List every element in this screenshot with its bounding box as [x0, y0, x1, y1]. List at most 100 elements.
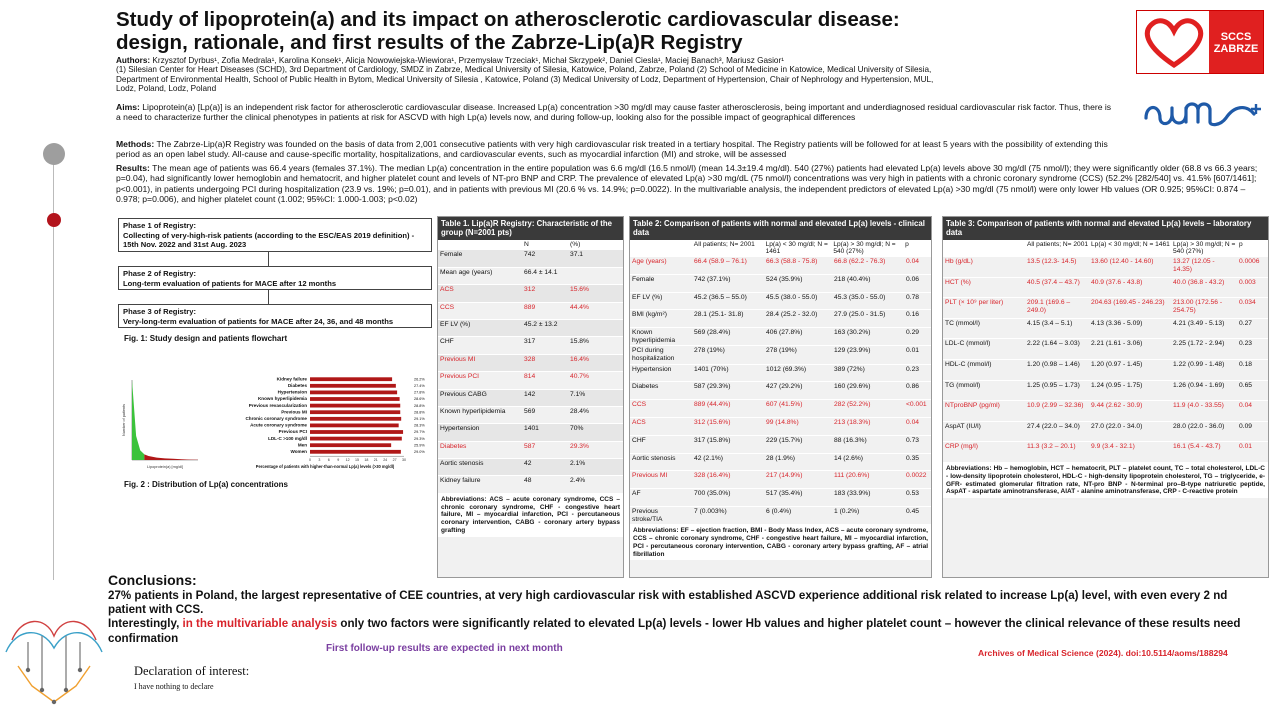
conclusions-p2-end: only two factors were significantly rela… — [108, 617, 1241, 645]
table-cell: AspAT (IU/l) — [945, 422, 981, 430]
table-cell: PCI during hospitalization — [632, 347, 675, 362]
table-cell: BMI (kg/m²) — [632, 311, 667, 319]
table-cell: 217 (14.9%) — [766, 472, 803, 480]
affiliations: (1) Silesian Center for Heart Diseases (… — [116, 65, 934, 94]
table-row: Known hyperlipidemia 569 (28.4%) 406 (27.8… — [630, 328, 931, 347]
table-row: Age (years) 66.4 (58.9 – 76.1) 66.3 (58.8 … — [630, 257, 931, 275]
table-cell: ACS — [632, 418, 646, 426]
fig2-charts: Lipoprotein(a) [mg/dl] Number of patients… — [122, 376, 425, 469]
phase-1-box: Phase 1 of Registry: Collecting of very-… — [118, 218, 432, 252]
table-cell: EF LV (%) — [632, 293, 663, 301]
bar-category-label: Men — [298, 442, 307, 447]
table-2-col-2: Lp(a) < 30 mg/dl; N = 1461 — [765, 240, 828, 256]
table-3-header: All patients; N= 2001 Lp(a) < 30 mg/dl; … — [943, 239, 1268, 257]
table-cell: 6 (0.4%) — [766, 507, 792, 515]
table-cell: 40.7% — [570, 373, 589, 381]
arrow-2 — [268, 290, 269, 304]
hist-y-label: Number of patients — [122, 404, 126, 436]
table-cell: HCT (%) — [945, 278, 971, 286]
fig1-caption: Fig. 1: Study design and patients flowch… — [124, 334, 288, 343]
citation: Archives of Medical Science (2024). doi:… — [978, 648, 1228, 658]
table-cell: 0.78 — [906, 293, 920, 301]
table-1: Table 1. Lip(a)R Registry: Characteristi… — [437, 216, 624, 578]
table-cell: Previous CABG — [440, 390, 487, 398]
bar-9 — [310, 430, 404, 434]
conclusions-p2-start: Interestingly, — [108, 617, 183, 631]
table-cell: 66.8 (62.2 - 76.3) — [834, 258, 886, 265]
table-cell: 282 (52.2%) — [834, 401, 871, 409]
table-2-body: Age (years) 66.4 (58.9 – 76.1) 66.3 (58.8 … — [630, 257, 931, 526]
table-cell: 14 (2.6%) — [834, 454, 863, 462]
table-cell: 2.1% — [570, 460, 586, 468]
table-cell: CCS — [440, 303, 455, 311]
bar-12 — [310, 449, 401, 454]
hist-area-normal — [132, 380, 145, 460]
table-cell: 70% — [570, 425, 584, 433]
table-cell: 569 (28.4%) — [694, 329, 731, 337]
table-cell: 66.4 ± 14.1 — [524, 268, 558, 276]
table-cell: 29.3% — [570, 442, 589, 450]
table-cell: Female — [632, 275, 655, 283]
table-cell: 4.15 (3.4 – 5.1) — [1027, 319, 1073, 327]
results-label: Results: — [116, 163, 150, 173]
table-cell: 1.20 (0.97 - 1.45) — [1091, 360, 1143, 368]
hist-x-label: Lipoprotein(a) [mg/dl] — [147, 465, 183, 469]
table-cell: 66.3 (58.8 - 75.8) — [766, 258, 818, 265]
table-cell: 28.1 (25.1- 31.8) — [694, 311, 744, 319]
table-cell: Known hyperlipidemia — [440, 407, 506, 415]
table-cell: 0.04 — [906, 418, 920, 426]
table-cell: TC (mmol/l) — [945, 319, 980, 327]
authors-block: Authors: Krzysztof Dyrbus¹, Zofia Medral… — [116, 56, 946, 94]
table-row: EF LV (%) 45.2 (36.5 – 55.0) 45.5 (38.0 - … — [630, 293, 931, 311]
table-cell: 0.003 — [1239, 278, 1256, 286]
table-cell: 0.01 — [1239, 443, 1253, 451]
bar-category-label: Hypertension — [278, 390, 308, 395]
table-cell: 0.01 — [906, 347, 920, 355]
table-cell: 0.0022 — [906, 472, 927, 480]
table-cell: 28.0 (22.0 - 36.0) — [1173, 422, 1225, 430]
bar-category-label: LDL-C >100 mg/dl — [268, 436, 307, 441]
table-cell: 1.22 (0.99 - 1.48) — [1173, 360, 1225, 368]
conclusions-heading: Conclusions: — [108, 572, 197, 588]
methods-text: The Zabrze-Lip(a)R Registry was founded … — [116, 139, 1108, 160]
bar-x-tick: 27 — [393, 458, 397, 462]
table-cell: 27.9 (25.0 - 31.5) — [834, 311, 886, 319]
table-cell: 587 — [524, 442, 536, 450]
table-cell: 15.6% — [570, 286, 589, 294]
declaration-heading: Declaration of interest: — [134, 664, 250, 678]
bar-x-tick: 18 — [364, 458, 368, 462]
table-cell: 213.00 (172.56 - 254.75) — [1173, 299, 1223, 314]
table-cell: 1.24 (0.95 - 1.75) — [1091, 381, 1143, 389]
sccs-logo-line-1: SCCS — [1220, 31, 1252, 43]
table-row: Previous MI 328 16.4% — [438, 354, 623, 373]
table-cell: 16.1 (5.4 - 43.7) — [1173, 443, 1221, 451]
bar-value-label: 28.3% — [414, 424, 425, 428]
table-row: Aortic stenosis 42 (2.1%) 28 (1.9%) 14 (2.6… — [630, 454, 931, 472]
table-cell: ACS — [440, 286, 454, 294]
phase-2-box: Phase 2 of Registry: Long-term evaluatio… — [118, 266, 432, 290]
table-cell: CHF — [632, 436, 646, 444]
table-row: CCS 889 (44.4%) 607 (41.5%) 282 (52.2%) <0.0… — [630, 400, 931, 418]
table-3-body: Hb (g/dL) 13.5 (12.3- 14.5) 13.60 (12.40 -… — [943, 257, 1268, 463]
table-1-col-2: (%) — [570, 240, 581, 248]
table-cell: CRP (mg/l) — [945, 443, 978, 451]
declaration-body: I have nothing to declare — [134, 682, 214, 691]
bar-3 — [310, 390, 398, 395]
bar-8 — [310, 423, 399, 428]
table-cell: Kidney failure — [440, 477, 481, 485]
table-row: PCI during hospitalization 278 (19%) 278 (… — [630, 346, 931, 365]
table-row: Mean age (years) 66.4 ± 14.1 — [438, 268, 623, 286]
table-cell: 389 (72%) — [834, 365, 865, 373]
table-cell: 1.26 (0.94 - 1.69) — [1173, 381, 1225, 389]
authors-list: Krzysztof Dyrbus¹, Zofia Medrala¹, Karol… — [152, 56, 784, 65]
bar-x-tick: 21 — [374, 458, 378, 462]
table-cell: 1.25 (0.95 – 1.73) — [1027, 381, 1080, 389]
bar-category-label: Chronic coronary syndrome — [245, 416, 307, 421]
table-cell: 312 — [524, 286, 536, 294]
table-cell: 45.2 (36.5 – 55.0) — [694, 293, 747, 301]
bar-category-label: Women — [290, 449, 307, 454]
methods-label: Methods: — [116, 139, 155, 149]
bar-x-tick: 0 — [309, 458, 311, 462]
table-cell: 0.04 — [906, 258, 920, 265]
table-cell: 183 (33.9%) — [834, 490, 871, 498]
